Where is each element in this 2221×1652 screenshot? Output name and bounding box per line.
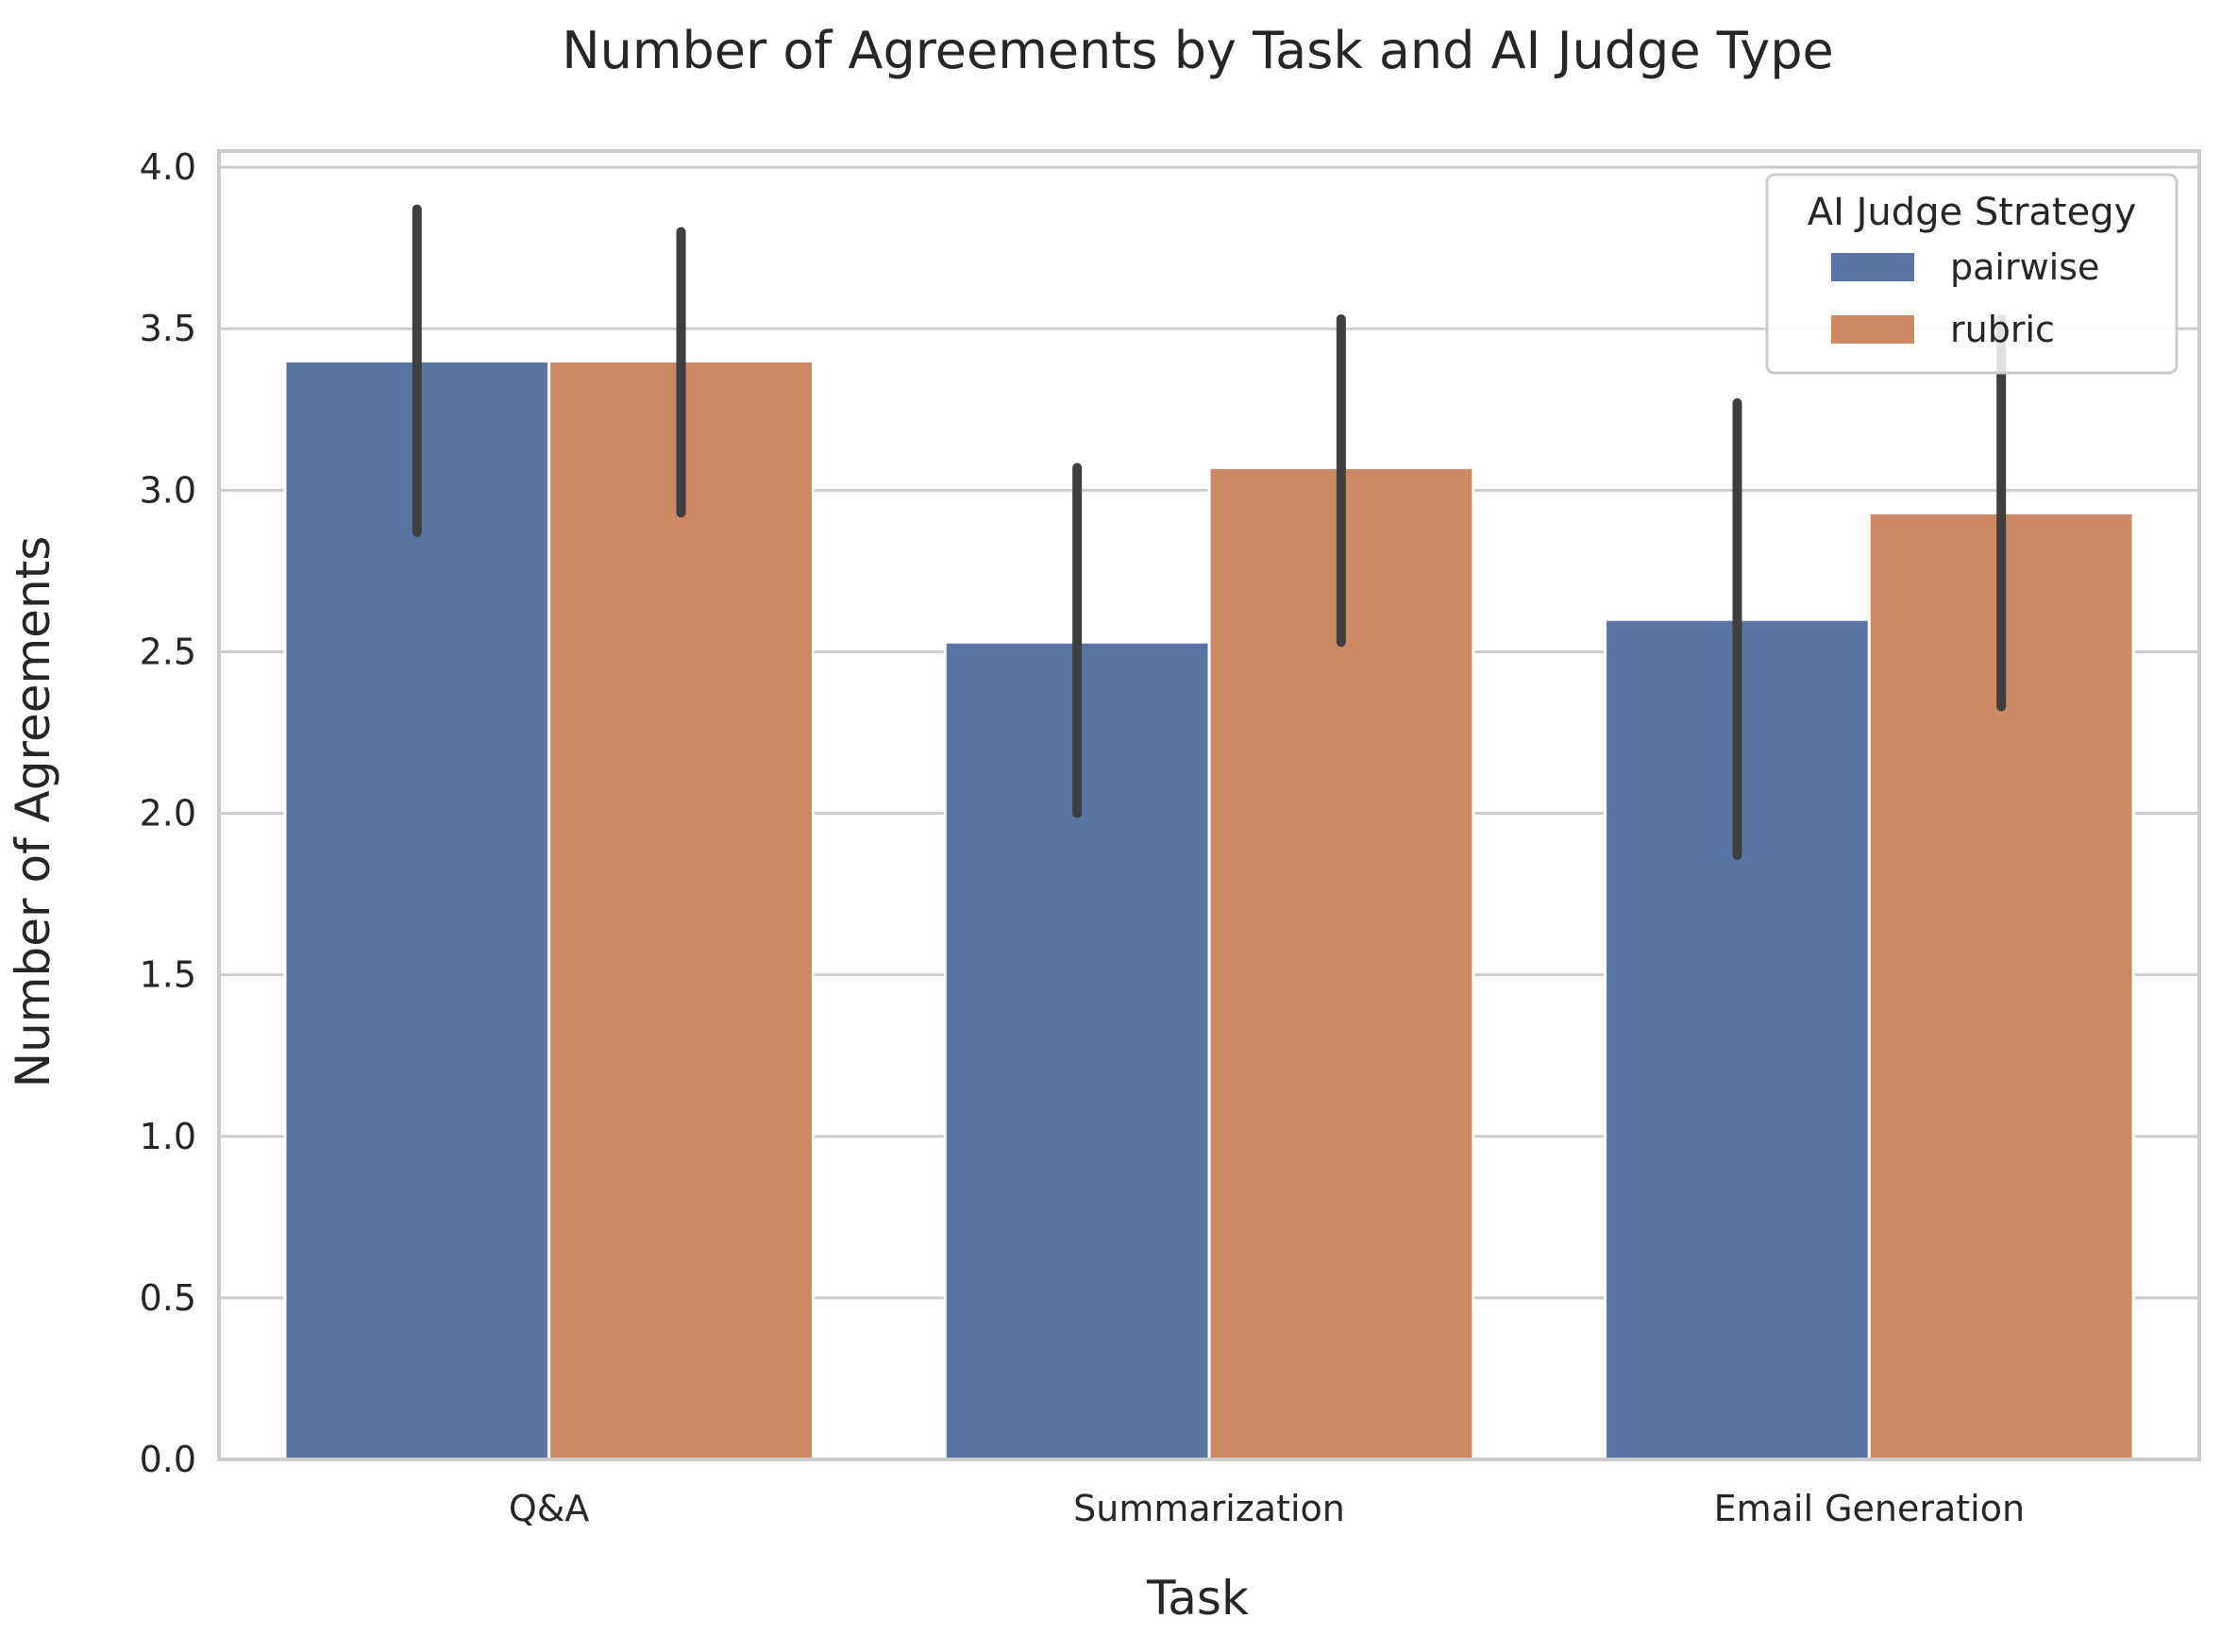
legend-swatch-rubric: [1831, 315, 1914, 344]
bar-rubric: [547, 359, 815, 1461]
y-axis-label: Number of Agreements: [6, 536, 60, 1088]
x-tick-labels: Q&A Summarization Email Generation: [509, 1488, 2025, 1529]
legend-items: pairwise rubric: [1831, 246, 2099, 350]
legend-label-rubric: rubric: [1950, 309, 2055, 350]
legend: AI Judge Strategy pairwise rubric: [1765, 173, 2179, 375]
y-tick-label: 1.0: [140, 1116, 196, 1157]
error-bars: [412, 204, 2007, 861]
plot-frame: [217, 149, 2201, 1461]
y-tick-label: 2.5: [140, 631, 196, 672]
y-tick-label: 2.0: [140, 793, 196, 834]
y-tick-label: 1.5: [140, 954, 196, 996]
legend-swatch-pairwise: [1831, 253, 1914, 281]
bar-pairwise: [283, 359, 551, 1461]
legend-title: AI Judge Strategy: [1808, 191, 2137, 234]
y-tick-label: 3.0: [140, 469, 196, 511]
chart-title: Number of Agreements by Task and AI Judg…: [562, 21, 1834, 80]
x-tick-label: Summarization: [1073, 1488, 1345, 1529]
y-tick-labels: 0.0 0.5 1.0 1.5 2.0 2.5 3.0 3.5 4.0: [140, 146, 196, 1480]
y-tick-label: 0.0: [140, 1439, 196, 1480]
x-tick-label: Email Generation: [1714, 1488, 2026, 1529]
y-tick-label: 4.0: [140, 146, 196, 188]
y-tick-label: 0.5: [140, 1277, 196, 1319]
legend-label-pairwise: pairwise: [1950, 246, 2099, 288]
x-tick-label: Q&A: [509, 1488, 590, 1529]
y-tick-label: 3.5: [140, 308, 196, 349]
x-axis-label: Task: [1146, 1571, 1249, 1626]
